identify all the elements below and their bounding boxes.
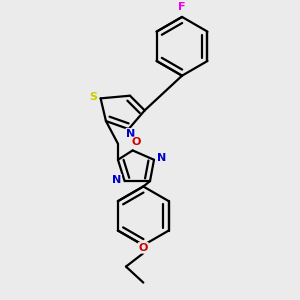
Text: S: S xyxy=(89,92,97,102)
Text: N: N xyxy=(112,175,121,185)
Text: O: O xyxy=(131,137,140,147)
Text: O: O xyxy=(139,243,148,253)
Text: N: N xyxy=(126,129,135,139)
Text: F: F xyxy=(178,2,186,12)
Text: N: N xyxy=(158,153,166,164)
